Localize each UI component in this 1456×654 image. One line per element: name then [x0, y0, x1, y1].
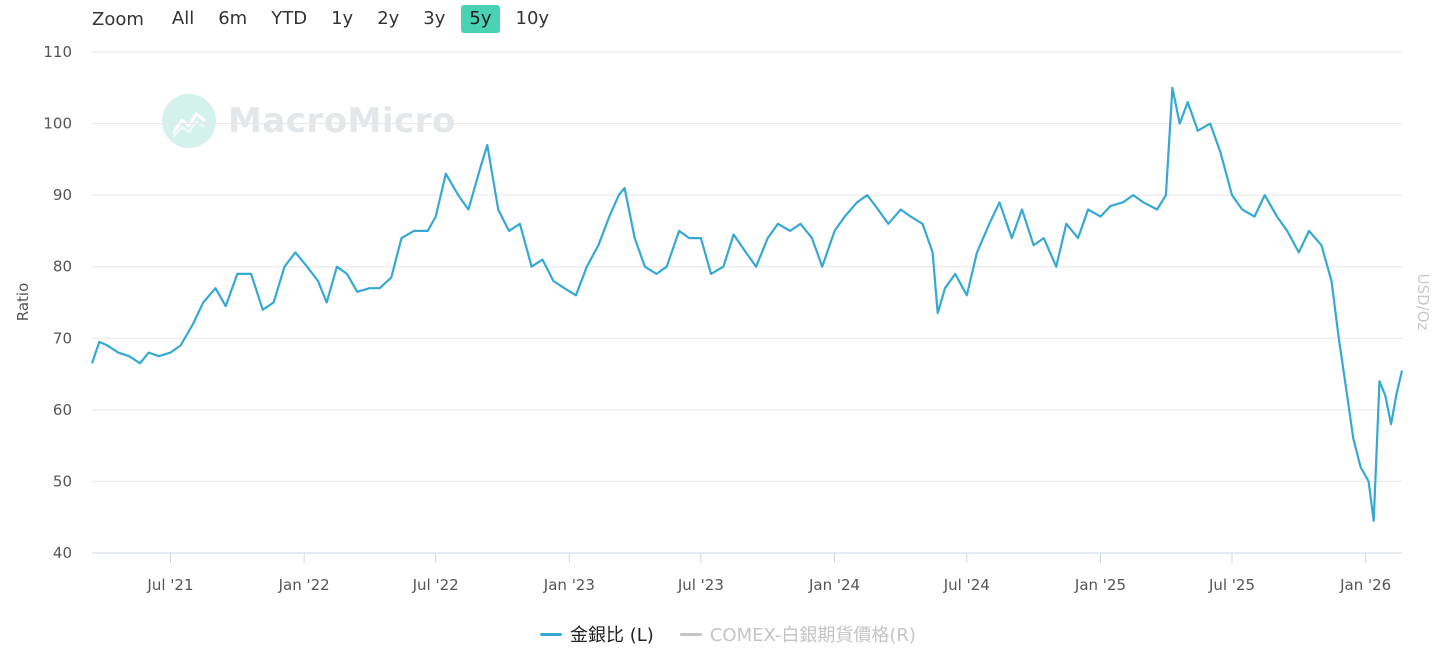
y-tick-label: 40 [53, 544, 72, 562]
zoom-option-2y[interactable]: 2y [377, 8, 400, 29]
y-axis-ticks: 40 50 60 70 80 90 100 110 [43, 43, 72, 562]
y-tick-label: 90 [53, 186, 72, 204]
y-axis-title: Ratio [14, 283, 32, 322]
y-tick-label: 80 [53, 258, 72, 276]
zoom-label: Zoom [92, 8, 144, 30]
legend-item-comex-silver[interactable]: COMEX-白銀期貨價格(R) [679, 621, 916, 647]
zoom-option-10y[interactable]: 10y [515, 8, 550, 29]
x-tick-label: Jul '22 [412, 576, 459, 594]
watermark-text: MacroMicro [228, 101, 456, 141]
zoom-option-all[interactable]: All [171, 8, 195, 29]
y-tick-label: 50 [53, 472, 72, 490]
series-line-gold-silver-ratio [90, 86, 1404, 522]
zoom-selector: Zoom All 6m YTD 1y 2y 3y 5y 10y [92, 4, 565, 34]
zoom-option-6m[interactable]: 6m [218, 8, 248, 29]
x-tick-label: Jul '25 [1208, 576, 1255, 594]
x-tick-label: Jul '23 [677, 576, 724, 594]
legend-label-comex-silver: COMEX-白銀期貨價格(R) [709, 625, 916, 646]
x-tick-label: Jan '26 [1339, 576, 1391, 594]
zoom-option-ytd[interactable]: YTD [271, 8, 308, 29]
x-tick-label: Jan '22 [278, 576, 330, 594]
y-tick-label: 100 [43, 115, 72, 133]
x-axis: Jul '21 Jan '22 Jul '22 Jan '23 Jul '23 Jan '… [146, 553, 1391, 594]
x-tick-label: Jan '24 [808, 576, 860, 594]
zoom-option-5y[interactable]: 5y [461, 5, 500, 33]
y-tick-label: 70 [53, 329, 72, 347]
legend-swatch-gold-silver-ratio [540, 632, 563, 636]
legend-swatch-comex-silver [679, 632, 702, 636]
zoom-option-3y[interactable]: 3y [423, 8, 446, 29]
x-tick-label: Jul '21 [146, 576, 193, 594]
zoom-option-1y[interactable]: 1y [331, 8, 354, 29]
series-group [90, 86, 1404, 522]
x-tick-label: Jan '25 [1074, 576, 1126, 594]
y-tick-label: 110 [43, 43, 72, 61]
x-tick-label: Jul '24 [943, 576, 990, 594]
y2-axis-title: USD/Oz [1414, 274, 1432, 331]
legend: 金銀比 (L) COMEX-白銀期貨價格(R) [0, 620, 1456, 648]
grid-lines [92, 51, 1402, 554]
legend-item-gold-silver-ratio[interactable]: 金銀比 (L) [540, 621, 654, 647]
x-tick-label: Jan '23 [543, 576, 595, 594]
legend-label-gold-silver-ratio: 金銀比 (L) [570, 625, 654, 646]
y-tick-label: 60 [53, 401, 72, 419]
